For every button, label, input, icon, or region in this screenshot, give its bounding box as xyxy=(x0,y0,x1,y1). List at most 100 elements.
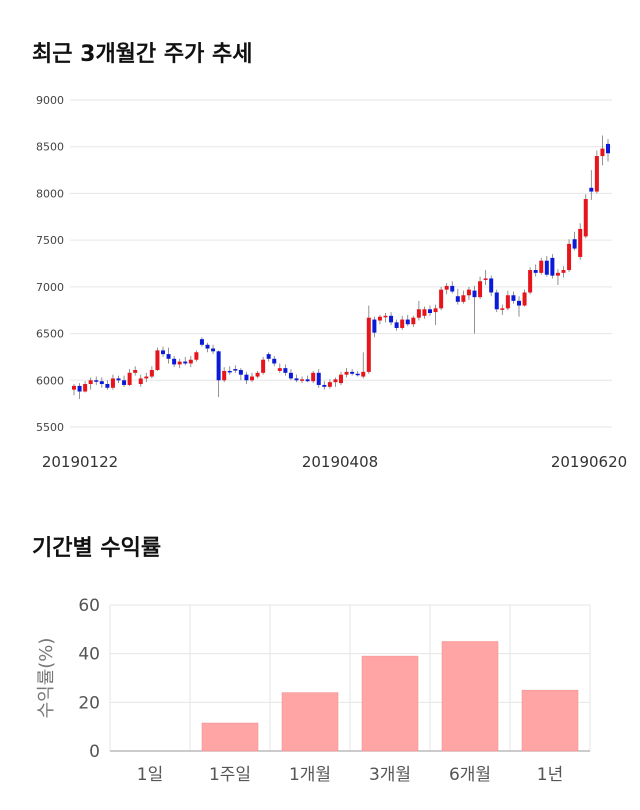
candle xyxy=(322,381,327,390)
candle xyxy=(255,370,260,379)
candle xyxy=(561,266,566,278)
candle-body xyxy=(205,344,210,349)
candle xyxy=(199,337,204,347)
candle xyxy=(288,369,293,381)
candle-y-tick: 7500 xyxy=(36,234,64,247)
candle-body xyxy=(600,148,605,157)
candle-body xyxy=(444,285,449,290)
candle-body xyxy=(194,352,199,360)
candle-body xyxy=(505,295,510,309)
candle xyxy=(433,304,438,326)
candle-body xyxy=(327,382,332,387)
candle-body xyxy=(478,281,483,298)
candle-body xyxy=(199,339,204,345)
candle-body xyxy=(172,358,177,365)
candle-body xyxy=(272,358,277,364)
candle xyxy=(472,285,477,334)
candle-body xyxy=(71,385,77,390)
candle-body xyxy=(416,309,421,318)
candle xyxy=(327,379,332,389)
candle xyxy=(116,375,121,384)
candle xyxy=(99,377,104,388)
candle-body xyxy=(394,322,399,328)
candle xyxy=(183,356,188,366)
bar-y-tick: 20 xyxy=(78,693,100,713)
candle xyxy=(600,135,605,166)
bar-y-tick-labels: 0 20 40 60 xyxy=(78,596,100,762)
candle xyxy=(377,314,382,325)
candle-body xyxy=(122,380,127,385)
candle-body xyxy=(238,370,243,375)
candle-body xyxy=(138,378,143,385)
candle-body xyxy=(389,315,394,323)
candle-body xyxy=(544,260,549,275)
candle xyxy=(555,269,560,285)
candle xyxy=(505,290,510,311)
candle xyxy=(172,355,177,368)
candle xyxy=(211,344,216,355)
candle xyxy=(400,315,405,330)
bar-x-tick: 3개월 xyxy=(369,765,411,785)
candle-body xyxy=(249,376,255,381)
candle-body xyxy=(244,374,249,381)
candle xyxy=(444,283,449,295)
candle-body xyxy=(127,372,132,385)
candle-body xyxy=(400,319,405,328)
candle-body xyxy=(455,296,460,302)
candle xyxy=(149,366,154,379)
candle-body xyxy=(333,379,338,383)
bar-y-tick: 0 xyxy=(89,742,100,762)
candle xyxy=(394,319,399,331)
candle-body xyxy=(88,380,93,385)
candle xyxy=(94,376,99,385)
candle xyxy=(361,352,366,379)
candle xyxy=(311,370,316,384)
candle xyxy=(127,369,132,386)
candle-body xyxy=(372,319,377,333)
candle xyxy=(455,288,460,305)
candle-body xyxy=(105,384,110,388)
bar-x-tick: 1일 xyxy=(137,765,163,785)
candle-body xyxy=(227,370,232,373)
candle-body xyxy=(472,290,477,298)
bar-gridlines xyxy=(109,604,591,752)
candle xyxy=(138,374,143,387)
bar-marks xyxy=(201,641,579,752)
candle xyxy=(511,291,516,304)
candle-body xyxy=(555,272,560,276)
candle-y-tick-labels: 5500 6000 6500 7000 7500 8000 8500 9000 xyxy=(36,94,64,434)
candle-body xyxy=(522,292,527,306)
candle-body xyxy=(450,285,455,292)
candle xyxy=(355,370,360,377)
candle xyxy=(383,313,388,323)
candle-body xyxy=(361,371,366,377)
candle xyxy=(216,350,221,398)
candle-body xyxy=(422,309,427,316)
candle-body xyxy=(94,380,99,382)
candle xyxy=(466,286,471,300)
candle xyxy=(233,365,238,373)
candle-body xyxy=(427,309,433,314)
candle xyxy=(272,355,277,367)
candle-body xyxy=(578,228,583,257)
candle xyxy=(372,316,377,338)
bar-y-axis-label: 수익률(%) xyxy=(36,638,57,719)
candle-body xyxy=(99,381,104,385)
candle xyxy=(450,281,455,294)
candle-body xyxy=(572,239,577,249)
candle xyxy=(77,383,82,399)
candle-y-tick: 8000 xyxy=(36,187,64,200)
candle xyxy=(533,264,538,277)
candle xyxy=(316,369,321,388)
candle xyxy=(294,374,299,383)
candle xyxy=(244,371,249,385)
candle-body xyxy=(489,278,494,293)
candle-body xyxy=(311,372,316,382)
candle-x-tick: 20190620 xyxy=(551,453,627,471)
bar-x-tick: 1년 xyxy=(537,765,563,785)
candle-body xyxy=(322,384,327,387)
candle-body xyxy=(383,315,388,318)
bar-x-tick: 1개월 xyxy=(289,765,331,785)
candle xyxy=(238,368,243,381)
candle-body xyxy=(533,270,538,273)
